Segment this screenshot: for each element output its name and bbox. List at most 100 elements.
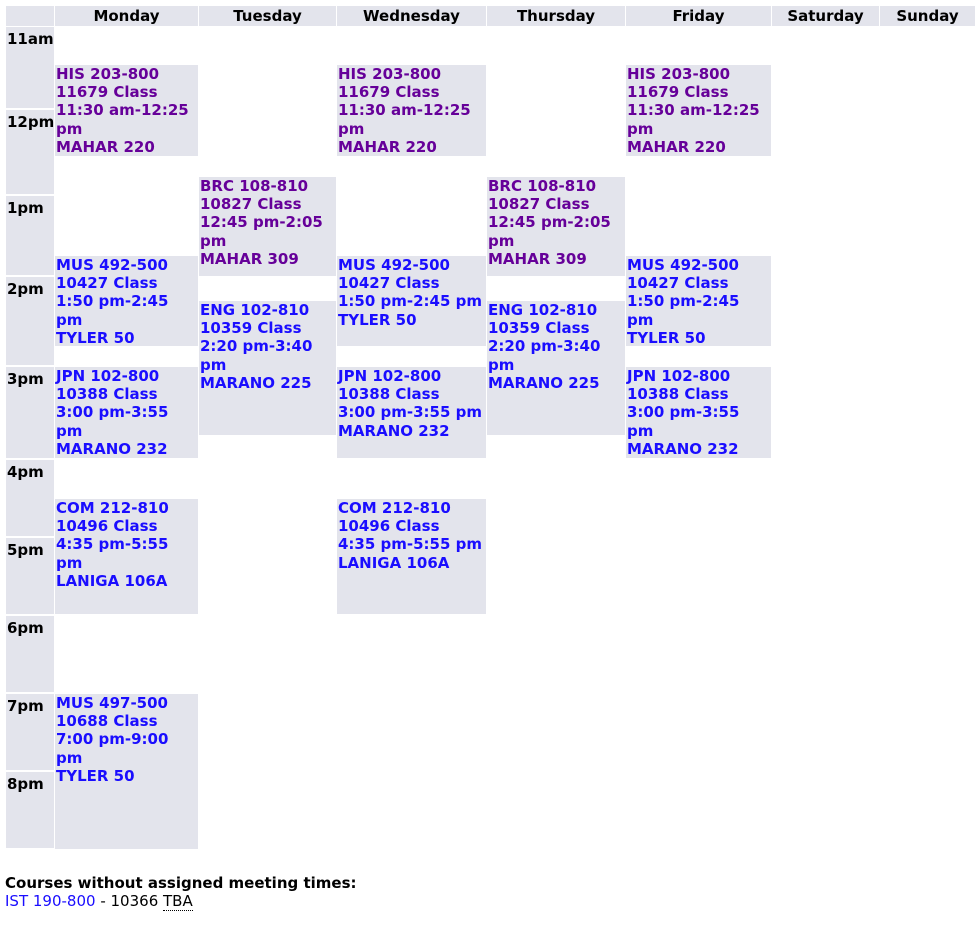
day-header-monday: Monday (55, 6, 198, 26)
class-time[interactable]: 12:45 pm-2:05 pm (200, 213, 323, 250)
class-block[interactable]: MUS 492-500 10427 Class 1:50 pm-2:45 pm TYL… (55, 256, 198, 347)
class-room[interactable]: TYLER 50 (627, 328, 706, 347)
class-room[interactable]: TYLER 50 (56, 766, 135, 785)
time-label-6pm: 6pm (6, 616, 54, 692)
unscheduled-title: Courses without assigned meeting times: (5, 874, 357, 892)
class-time[interactable]: 4:35 pm-5:55 pm (338, 535, 483, 554)
course-link-ist-190[interactable]: IST 190-800 (5, 892, 96, 910)
class-course[interactable]: JPN 102-800 (56, 367, 160, 385)
class-crn[interactable]: 11679 Class (627, 83, 729, 102)
class-course[interactable]: JPN 102-800 (338, 367, 442, 385)
time-label-5pm: 5pm (6, 538, 54, 614)
class-course[interactable]: HIS 203-800 (627, 65, 731, 83)
separator: - (95, 892, 111, 910)
class-course[interactable]: HIS 203-800 (56, 65, 160, 83)
class-block[interactable]: COM 212-810 10496 Class 4:35 pm-5:55 pm LAN… (337, 499, 486, 614)
class-time[interactable]: 1:50 pm-2:45 pm (56, 292, 169, 329)
class-crn[interactable]: 10827 Class (200, 195, 302, 214)
day-header-sunday: Sunday (880, 6, 975, 26)
class-course[interactable]: ENG 102-810 (200, 301, 310, 319)
day-header-tuesday: Tuesday (199, 6, 336, 26)
day-header-saturday: Saturday (772, 6, 879, 26)
class-block[interactable]: HIS 203-800 11679 Class 11:30 am-12:25 pm M… (337, 65, 486, 156)
class-room[interactable]: MARANO 225 (488, 373, 600, 392)
class-crn[interactable]: 10496 Class (338, 517, 440, 536)
class-time[interactable]: 3:00 pm-3:55 pm (627, 403, 740, 440)
class-block[interactable]: JPN 102-800 10388 Class 3:00 pm-3:55 pm MAR… (55, 367, 198, 458)
time-label-11am: 11am (6, 27, 54, 108)
day-header-friday: Friday (626, 6, 771, 26)
class-crn[interactable]: 10427 Class (627, 274, 729, 293)
class-crn[interactable]: 10388 Class (627, 385, 729, 404)
class-crn[interactable]: 11679 Class (338, 83, 440, 102)
class-room[interactable]: MARANO 225 (200, 373, 312, 392)
class-time[interactable]: 1:50 pm-2:45 pm (627, 292, 740, 329)
class-time[interactable]: 11:30 am-12:25 pm (627, 101, 760, 138)
class-room[interactable]: TYLER 50 (56, 328, 135, 347)
class-room[interactable]: LANIGA 106A (338, 553, 450, 572)
class-room[interactable]: MARANO 232 (56, 439, 168, 458)
class-course[interactable]: COM 212-810 (56, 499, 169, 517)
class-course[interactable]: COM 212-810 (338, 499, 451, 517)
class-time[interactable]: 11:30 am-12:25 pm (338, 101, 471, 138)
class-block[interactable]: BRC 108-810 10827 Class 12:45 pm-2:05 pm MA… (487, 177, 625, 276)
corner-header (6, 6, 54, 26)
class-block[interactable]: HIS 203-800 11679 Class 11:30 am-12:25 pm M… (626, 65, 771, 156)
unscheduled-courses: Courses without assigned meeting times: … (5, 874, 357, 911)
class-block[interactable]: MUS 492-500 10427 Class 1:50 pm-2:45 pm TYL… (337, 256, 486, 346)
class-course[interactable]: BRC 108-810 (488, 177, 597, 195)
class-crn[interactable]: 10827 Class (488, 195, 590, 214)
class-crn[interactable]: 10427 Class (338, 274, 440, 293)
class-course[interactable]: MUS 492-500 (338, 256, 450, 274)
class-time[interactable]: 12:45 pm-2:05 pm (488, 213, 611, 250)
class-course[interactable]: HIS 203-800 (338, 65, 442, 83)
class-time[interactable]: 1:50 pm-2:45 pm (338, 292, 483, 311)
class-time[interactable]: 2:20 pm-3:40 pm (200, 337, 313, 374)
class-block[interactable]: COM 212-810 10496 Class 4:35 pm-5:55 pm LAN… (55, 499, 198, 614)
class-time[interactable]: 4:35 pm-5:55 pm (56, 535, 169, 572)
time-label-2pm: 2pm (6, 277, 54, 365)
crn: 10366 (110, 892, 159, 910)
class-room[interactable]: TYLER 50 (338, 310, 417, 329)
class-block[interactable]: ENG 102-810 10359 Class 2:20 pm-3:40 pm MAR… (487, 301, 625, 435)
class-course[interactable]: JPN 102-800 (627, 367, 731, 385)
class-crn[interactable]: 11679 Class (56, 83, 158, 102)
class-crn[interactable]: 10388 Class (56, 385, 158, 404)
class-room[interactable]: MAHAR 309 (200, 249, 299, 268)
class-course[interactable]: ENG 102-810 (488, 301, 598, 319)
class-block[interactable]: JPN 102-800 10388 Class 3:00 pm-3:55 pm MAR… (337, 367, 486, 458)
class-room[interactable]: MAHAR 309 (488, 249, 587, 268)
class-block[interactable]: BRC 108-810 10827 Class 12:45 pm-2:05 pm MA… (199, 177, 336, 276)
class-course[interactable]: BRC 108-810 (200, 177, 309, 195)
class-crn[interactable]: 10359 Class (200, 319, 302, 338)
time-label-3pm: 3pm (6, 367, 54, 458)
tba-abbr: TBA (163, 892, 193, 911)
class-course[interactable]: MUS 492-500 (56, 256, 168, 274)
class-time[interactable]: 11:30 am-12:25 pm (56, 101, 189, 138)
class-course[interactable]: MUS 497-500 (56, 694, 168, 712)
class-crn[interactable]: 10496 Class (56, 517, 158, 536)
class-time[interactable]: 3:00 pm-3:55 pm (56, 403, 169, 440)
class-crn[interactable]: 10688 Class (56, 712, 158, 731)
class-time[interactable]: 7:00 pm-9:00 pm (56, 730, 169, 767)
class-block[interactable]: MUS 497-500 10688 Class 7:00 pm-9:00 pm TYL… (55, 694, 198, 849)
class-block[interactable]: ENG 102-810 10359 Class 2:20 pm-3:40 pm MAR… (199, 301, 336, 435)
class-room[interactable]: MARANO 232 (338, 421, 450, 440)
class-time[interactable]: 2:20 pm-3:40 pm (488, 337, 601, 374)
class-room[interactable]: MAHAR 220 (338, 137, 437, 156)
class-room[interactable]: MARANO 232 (627, 439, 739, 458)
class-room[interactable]: MAHAR 220 (627, 137, 726, 156)
day-header-thursday: Thursday (487, 6, 625, 26)
time-label-12pm: 12pm (6, 110, 54, 194)
class-block[interactable]: HIS 203-800 11679 Class 11:30 am-12:25 pm M… (55, 65, 198, 156)
class-block[interactable]: JPN 102-800 10388 Class 3:00 pm-3:55 pm MAR… (626, 367, 771, 458)
class-crn[interactable]: 10359 Class (488, 319, 590, 338)
time-label-1pm: 1pm (6, 196, 54, 275)
class-crn[interactable]: 10427 Class (56, 274, 158, 293)
class-room[interactable]: LANIGA 106A (56, 571, 168, 590)
class-block[interactable]: MUS 492-500 10427 Class 1:50 pm-2:45 pm TYL… (626, 256, 771, 347)
class-time[interactable]: 3:00 pm-3:55 pm (338, 403, 483, 422)
class-crn[interactable]: 10388 Class (338, 385, 440, 404)
class-course[interactable]: MUS 492-500 (627, 256, 739, 274)
class-room[interactable]: MAHAR 220 (56, 137, 155, 156)
